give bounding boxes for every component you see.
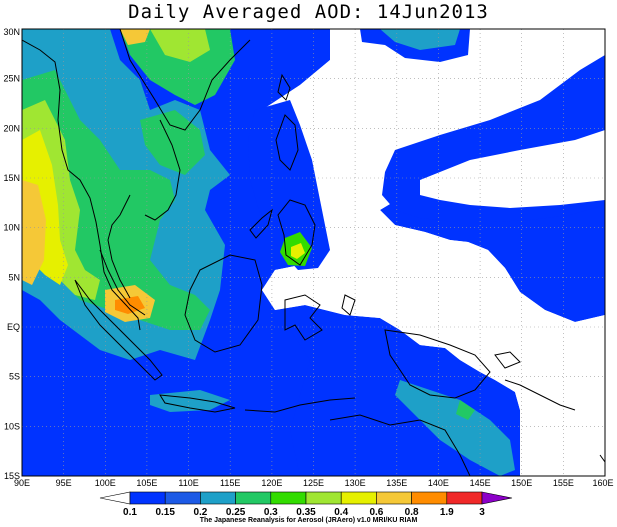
colorbar-label: 0.1 xyxy=(123,507,137,518)
plot-frame xyxy=(21,28,606,477)
colorbar-cell xyxy=(340,491,377,505)
colorbar-label: 0.25 xyxy=(226,507,246,518)
y-tick-label: 30N xyxy=(3,27,20,37)
x-tick-label: 95E xyxy=(56,478,72,488)
credit-footer: The Japanese Reanalysis for Aerosol (JRA… xyxy=(199,517,418,524)
y-tick-label: 15N xyxy=(3,173,20,183)
coast-mainland-asia xyxy=(22,39,141,331)
coast-java xyxy=(159,394,236,413)
colorbar-cell xyxy=(270,491,307,505)
coastlines xyxy=(22,29,605,476)
coast-sulawesi xyxy=(284,294,323,341)
gridlines xyxy=(22,29,605,476)
aod-white-pacific-inner xyxy=(420,130,605,208)
aod-region-orange-yellow-nw xyxy=(120,29,150,45)
x-tick-label: 130E xyxy=(345,478,366,488)
aod-region-green-se xyxy=(456,400,475,420)
x-tick-label: 90E xyxy=(14,478,30,488)
colorbar-label: 0.3 xyxy=(264,507,278,518)
coast-philippines-luzon xyxy=(275,114,299,171)
y-tick-label: EQ xyxy=(7,322,20,332)
coast-australia-north xyxy=(329,414,471,476)
colorbar-cell xyxy=(164,491,201,505)
x-tick-label: 150E xyxy=(511,478,532,488)
aod-field xyxy=(22,29,605,476)
x-tick-label: 105E xyxy=(136,478,157,488)
colorbar-cell xyxy=(411,491,448,505)
coast-vietnam-east xyxy=(144,119,181,221)
coast-solomon xyxy=(504,379,576,411)
colorbar-label: 0.6 xyxy=(369,507,383,518)
aod-region-green-mid xyxy=(140,110,205,175)
coast-new-caledonia xyxy=(599,454,605,463)
y-axis-ticks: 15S 10S 5S EQ 5N 10N 15N 20N 25N 30N xyxy=(3,27,20,481)
colorbar-label: 1.9 xyxy=(440,507,454,518)
y-tick-label: 20N xyxy=(3,123,20,133)
colorbar: 0.1 0.15 0.2 0.25 0.3 0.35 0.4 0.6 0.8 1… xyxy=(99,491,513,518)
coast-malay xyxy=(99,249,146,316)
colorbar-label: 0.4 xyxy=(334,507,348,518)
colorbar-cell xyxy=(129,491,166,505)
colorbar-left-arrow xyxy=(99,491,131,505)
colorbar-cell xyxy=(200,491,236,505)
colorbar-labels: 0.1 0.15 0.2 0.25 0.3 0.35 0.4 0.6 0.8 1… xyxy=(123,507,485,518)
x-tick-label: 145E xyxy=(470,478,491,488)
coast-sumatra xyxy=(74,279,163,381)
y-tick-label: 5S xyxy=(9,372,20,382)
colorbar-label: 0.2 xyxy=(193,507,207,518)
x-tick-label: 115E xyxy=(220,478,240,488)
x-tick-label: 155E xyxy=(553,478,574,488)
aod-region-philippines-blue xyxy=(248,100,330,270)
coast-halmahera xyxy=(341,294,356,316)
colorbar-cell xyxy=(305,491,342,505)
y-tick-label: 10N xyxy=(3,223,20,233)
coast-lesser-sunda xyxy=(244,397,356,413)
coast-indochina xyxy=(107,194,131,299)
x-tick-label: 135E xyxy=(386,478,407,488)
colorbar-cell xyxy=(446,491,483,505)
x-tick-label: 100E xyxy=(95,478,116,488)
coast-china-vietnam xyxy=(119,29,251,131)
aod-region-lightgreen-north xyxy=(150,29,210,62)
colorbar-label: 0.8 xyxy=(405,507,419,518)
x-tick-label: 125E xyxy=(303,478,324,488)
aod-region-orange-yellow xyxy=(22,180,46,285)
colorbar-label: 0.15 xyxy=(155,507,175,518)
coast-bismarck xyxy=(494,351,521,369)
colorbar-label: 0.35 xyxy=(296,507,316,518)
colorbar-label: 3 xyxy=(479,507,485,518)
coast-philippines-south xyxy=(277,199,316,266)
coast-taiwan xyxy=(277,73,291,101)
coast-new-guinea xyxy=(384,329,491,399)
aod-region-cyan-ne xyxy=(380,29,460,50)
coast-palawan xyxy=(249,208,273,239)
coast-borneo xyxy=(184,254,263,353)
x-tick-label: 140E xyxy=(428,478,449,488)
colorbar-right-arrow xyxy=(481,491,513,505)
colorbar-cells xyxy=(129,491,483,505)
map-title: Daily Averaged AOD: 14Jun2013 xyxy=(128,1,489,23)
x-axis-ticks: 90E 95E 100E 105E 110E 115E 120E 125E 13… xyxy=(14,478,614,488)
y-tick-label: 10S xyxy=(4,421,20,431)
x-tick-label: 160E xyxy=(592,478,613,488)
x-tick-label: 110E xyxy=(178,478,198,488)
aod-region-cyan-se xyxy=(395,380,515,476)
x-tick-label: 120E xyxy=(261,478,282,488)
y-tick-label: 25N xyxy=(3,74,20,84)
y-tick-label: 15S xyxy=(4,471,20,481)
colorbar-cell xyxy=(376,491,412,505)
y-tick-label: 5N xyxy=(8,272,20,282)
aod-region-yellow-philippines-core xyxy=(291,243,305,259)
colorbar-cell xyxy=(235,491,272,505)
